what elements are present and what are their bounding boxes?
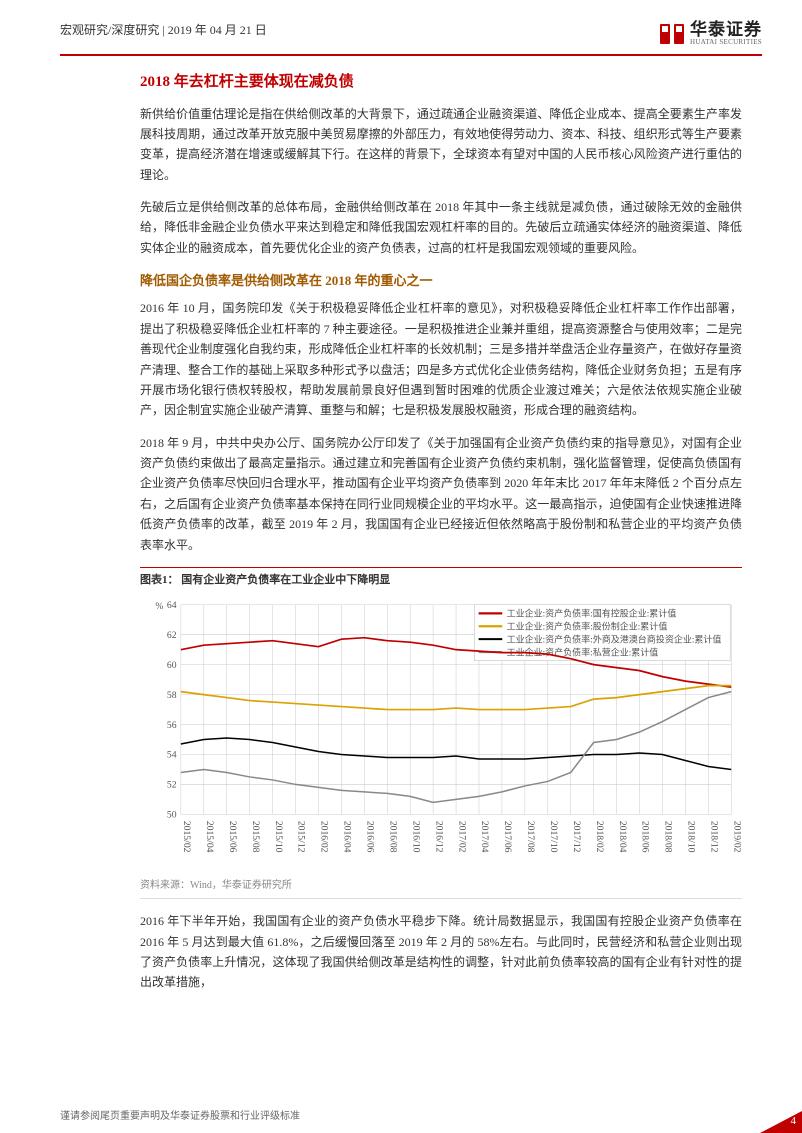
svg-text:56: 56	[167, 719, 177, 730]
svg-text:2018/06: 2018/06	[640, 821, 651, 853]
logo-icon	[658, 20, 686, 48]
chart-figure: 50 52 54 56 58 60 62 64% 2015/02 2015/04 2015/06 20…	[140, 594, 742, 874]
svg-text:2017/10: 2017/10	[548, 821, 559, 853]
footer-disclaimer: 谨请参阅尾页重要声明及华泰证券股票和行业评级标准	[60, 1108, 300, 1125]
logo-text-en: HUATAI SECURITIES	[690, 39, 762, 46]
svg-text:64: 64	[167, 600, 177, 611]
svg-text:2018/04: 2018/04	[617, 821, 628, 853]
paragraph-1: 新供给价值重估理论是指在供给侧改革的大背景下，通过疏通企业融资渠道、降低企业成本…	[140, 104, 742, 186]
svg-text:2016/10: 2016/10	[410, 821, 421, 853]
svg-text:54: 54	[167, 749, 177, 760]
svg-text:2015/08: 2015/08	[250, 821, 261, 853]
svg-text:60: 60	[167, 660, 177, 671]
svg-text:2018/08: 2018/08	[663, 821, 674, 853]
line-chart-svg: 50 52 54 56 58 60 62 64% 2015/02 2015/04 2015/06 20…	[140, 594, 742, 874]
svg-text:%: %	[155, 601, 163, 612]
svg-text:2015/12: 2015/12	[296, 821, 307, 853]
paragraph-2: 先破后立是供给侧改革的总体布局，金融供给侧改革在 2018 年其中一条主线就是减…	[140, 197, 742, 258]
svg-text:工业企业:资产负债率:股份制企业:累计值: 工业企业:资产负债率:股份制企业:累计值	[507, 620, 668, 631]
section-heading-1: 2018 年去杠杆主要体现在减负债	[140, 70, 742, 96]
paragraph-3: 2016 年 10 月，国务院印发《关于积极稳妥降低企业杠杆率的意见》，对积极稳…	[140, 298, 742, 420]
svg-text:2015/04: 2015/04	[204, 821, 215, 853]
section-heading-2: 降低国企负债率是供给侧改革在 2018 年的重心之一	[140, 270, 742, 292]
svg-text:2016/06: 2016/06	[365, 821, 376, 853]
chart-title: 图表1： 国有企业资产负债率在工业企业中下降明显	[140, 567, 742, 590]
svg-text:2017/04: 2017/04	[479, 821, 490, 853]
svg-text:2018/12: 2018/12	[709, 821, 720, 853]
svg-text:工业企业:资产负债率:国有控股企业:累计值: 工业企业:资产负债率:国有控股企业:累计值	[507, 607, 677, 618]
svg-text:52: 52	[167, 779, 177, 790]
svg-text:2015/06: 2015/06	[227, 821, 238, 853]
breadcrumb: 宏观研究/深度研究 | 2019 年 04 月 21 日	[60, 20, 267, 40]
svg-text:2017/12: 2017/12	[571, 821, 582, 853]
svg-text:2017/08: 2017/08	[525, 821, 536, 853]
page-number: 4	[791, 1112, 797, 1131]
svg-text:2015/10: 2015/10	[273, 821, 284, 853]
svg-text:2015/02: 2015/02	[181, 821, 192, 853]
svg-text:工业企业:资产负债率:外商及港澳台商投资企业:累计值: 工业企业:资产负债率:外商及港澳台商投资企业:累计值	[507, 633, 722, 644]
svg-text:2018/10: 2018/10	[686, 821, 697, 853]
brand-logo: 华泰证券 HUATAI SECURITIES	[658, 20, 762, 48]
svg-text:62: 62	[167, 630, 177, 641]
svg-text:工业企业:资产负债率:私营企业:累计值: 工业企业:资产负债率:私营企业:累计值	[507, 646, 659, 657]
paragraph-5: 2016 年下半年开始，我国国有企业的资产负债水平稳步下降。统计局数据显示，我国…	[140, 911, 742, 993]
svg-text:2016/08: 2016/08	[387, 821, 398, 853]
svg-text:2017/02: 2017/02	[456, 821, 467, 853]
svg-text:2016/04: 2016/04	[342, 821, 353, 853]
svg-text:2017/06: 2017/06	[502, 821, 513, 853]
svg-text:2019/02: 2019/02	[731, 821, 742, 853]
svg-text:58: 58	[167, 690, 177, 701]
main-content: 2018 年去杠杆主要体现在减负债 新供给价值重估理论是指在供给侧改革的大背景下…	[0, 56, 802, 993]
svg-text:2016/02: 2016/02	[319, 821, 330, 853]
svg-text:2016/12: 2016/12	[433, 821, 444, 853]
svg-text:50: 50	[167, 809, 177, 820]
svg-text:2018/02: 2018/02	[594, 821, 605, 853]
page-footer: 谨请参阅尾页重要声明及华泰证券股票和行业评级标准 4	[0, 1105, 802, 1133]
logo-text-cn: 华泰证券	[690, 21, 762, 39]
paragraph-4: 2018 年 9 月，中共中央办公厅、国务院办公厅印发了《关于加强国有企业资产负…	[140, 433, 742, 555]
chart-source: 资料来源：Wind，华泰证券研究所	[140, 877, 742, 899]
page-header: 宏观研究/深度研究 | 2019 年 04 月 21 日 华泰证券 HUATAI…	[0, 0, 802, 54]
